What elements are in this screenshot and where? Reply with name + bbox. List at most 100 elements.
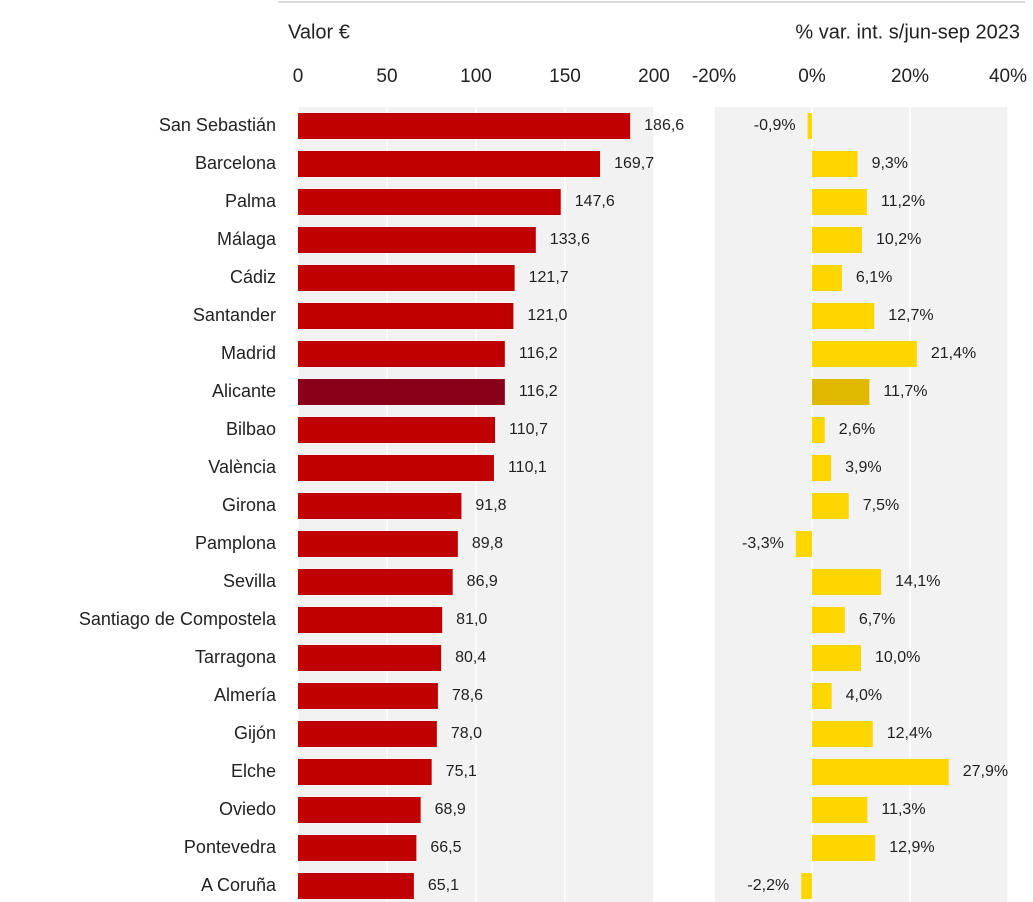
value-label: 27,9% bbox=[963, 763, 1008, 780]
bar bbox=[812, 607, 845, 633]
value-label: 14,1% bbox=[895, 573, 940, 590]
category-label: Cádiz bbox=[230, 267, 276, 287]
category-label: Alicante bbox=[212, 381, 276, 401]
value-label: 65,1 bbox=[428, 877, 459, 894]
x-tick-label: 0% bbox=[798, 66, 826, 87]
x-tick-label: -20% bbox=[692, 66, 736, 87]
value-label: 78,6 bbox=[452, 687, 483, 704]
value-label: 21,4% bbox=[931, 345, 976, 362]
bar bbox=[298, 455, 494, 481]
bar bbox=[298, 113, 631, 139]
value-label: 116,2 bbox=[519, 345, 558, 362]
bar bbox=[298, 569, 453, 595]
value-label: 81,0 bbox=[456, 611, 487, 628]
value-label: 2,6% bbox=[839, 421, 875, 438]
category-label: Pontevedra bbox=[184, 837, 277, 857]
bar bbox=[298, 607, 443, 633]
category-label: Elche bbox=[231, 761, 276, 781]
bar bbox=[812, 455, 832, 481]
x-tick-label: 100 bbox=[460, 66, 492, 87]
value-label: -0,9% bbox=[754, 117, 796, 134]
bar bbox=[812, 189, 867, 215]
category-label: Oviedo bbox=[219, 799, 276, 819]
value-label: 7,5% bbox=[863, 497, 899, 514]
value-label: 66,5 bbox=[430, 839, 461, 856]
bar bbox=[812, 569, 882, 595]
value-label: -2,2% bbox=[747, 877, 789, 894]
category-label: Tarragona bbox=[195, 647, 277, 667]
bar bbox=[812, 835, 876, 861]
bar bbox=[812, 227, 862, 253]
value-label: 11,2% bbox=[881, 193, 925, 210]
category-label: Barcelona bbox=[195, 153, 277, 173]
bar bbox=[812, 721, 873, 747]
category-label: Girona bbox=[222, 495, 277, 515]
value-label: 4,0% bbox=[846, 687, 882, 704]
value-label: 91,8 bbox=[475, 497, 506, 514]
value-label: 12,9% bbox=[889, 839, 934, 856]
bar bbox=[298, 759, 432, 785]
x-tick-label: 50 bbox=[376, 66, 397, 87]
value-label: 11,7% bbox=[883, 383, 927, 400]
category-label: Sevilla bbox=[223, 571, 277, 591]
value-label: 75,1 bbox=[446, 763, 477, 780]
x-tick-label: 200 bbox=[638, 66, 670, 87]
panel-title: % var. int. s/jun-sep 2023 bbox=[795, 21, 1020, 43]
value-label: 110,1 bbox=[508, 459, 547, 476]
bar bbox=[298, 417, 496, 443]
value-label: 6,1% bbox=[856, 269, 892, 286]
bar bbox=[801, 873, 812, 899]
bar bbox=[812, 493, 849, 519]
bar bbox=[812, 797, 868, 823]
bar bbox=[298, 493, 462, 519]
value-label: 110,7 bbox=[509, 421, 548, 438]
bar bbox=[298, 341, 505, 367]
x-tick-label: 40% bbox=[989, 66, 1027, 87]
bar bbox=[795, 531, 812, 557]
value-label: 121,7 bbox=[529, 269, 569, 286]
value-label: 89,8 bbox=[472, 535, 503, 552]
value-label: 6,7% bbox=[859, 611, 895, 628]
category-label: Santiago de Compostela bbox=[79, 609, 277, 629]
value-label: 121,0 bbox=[527, 307, 567, 324]
value-label: 80,4 bbox=[455, 649, 486, 666]
bar bbox=[298, 379, 505, 405]
value-label: 10,0% bbox=[875, 649, 920, 666]
value-label: 10,2% bbox=[876, 231, 921, 248]
value-label: 11,3% bbox=[881, 801, 925, 818]
category-label: Pamplona bbox=[195, 533, 277, 553]
bar bbox=[298, 303, 514, 329]
bar bbox=[298, 189, 561, 215]
category-label: Madrid bbox=[221, 343, 276, 363]
bar bbox=[298, 797, 421, 823]
value-label: 186,6 bbox=[644, 117, 684, 134]
category-label: A Coruña bbox=[201, 875, 277, 895]
bar bbox=[812, 759, 949, 785]
value-label: 12,4% bbox=[887, 725, 932, 742]
bar bbox=[298, 151, 601, 177]
bar bbox=[812, 379, 870, 405]
x-tick-label: 0 bbox=[293, 66, 304, 87]
x-tick-label: 150 bbox=[549, 66, 581, 87]
value-label: 147,6 bbox=[575, 193, 615, 210]
panel-title: Valor € bbox=[288, 21, 350, 43]
bar bbox=[812, 417, 825, 443]
bar bbox=[298, 835, 417, 861]
value-label: 9,3% bbox=[872, 155, 908, 172]
value-label: 12,7% bbox=[888, 307, 933, 324]
category-label: Málaga bbox=[217, 229, 277, 249]
value-label: 169,7 bbox=[614, 155, 654, 172]
category-label: València bbox=[208, 457, 277, 477]
category-label: Almería bbox=[214, 685, 277, 705]
bar bbox=[298, 683, 438, 709]
bar bbox=[812, 341, 917, 367]
bar bbox=[298, 721, 437, 747]
bar bbox=[298, 227, 536, 253]
value-label: 78,0 bbox=[451, 725, 482, 742]
category-label: San Sebastián bbox=[159, 115, 276, 135]
bar bbox=[298, 531, 458, 557]
bar bbox=[298, 873, 414, 899]
value-label: 133,6 bbox=[550, 231, 590, 248]
bar bbox=[812, 303, 875, 329]
